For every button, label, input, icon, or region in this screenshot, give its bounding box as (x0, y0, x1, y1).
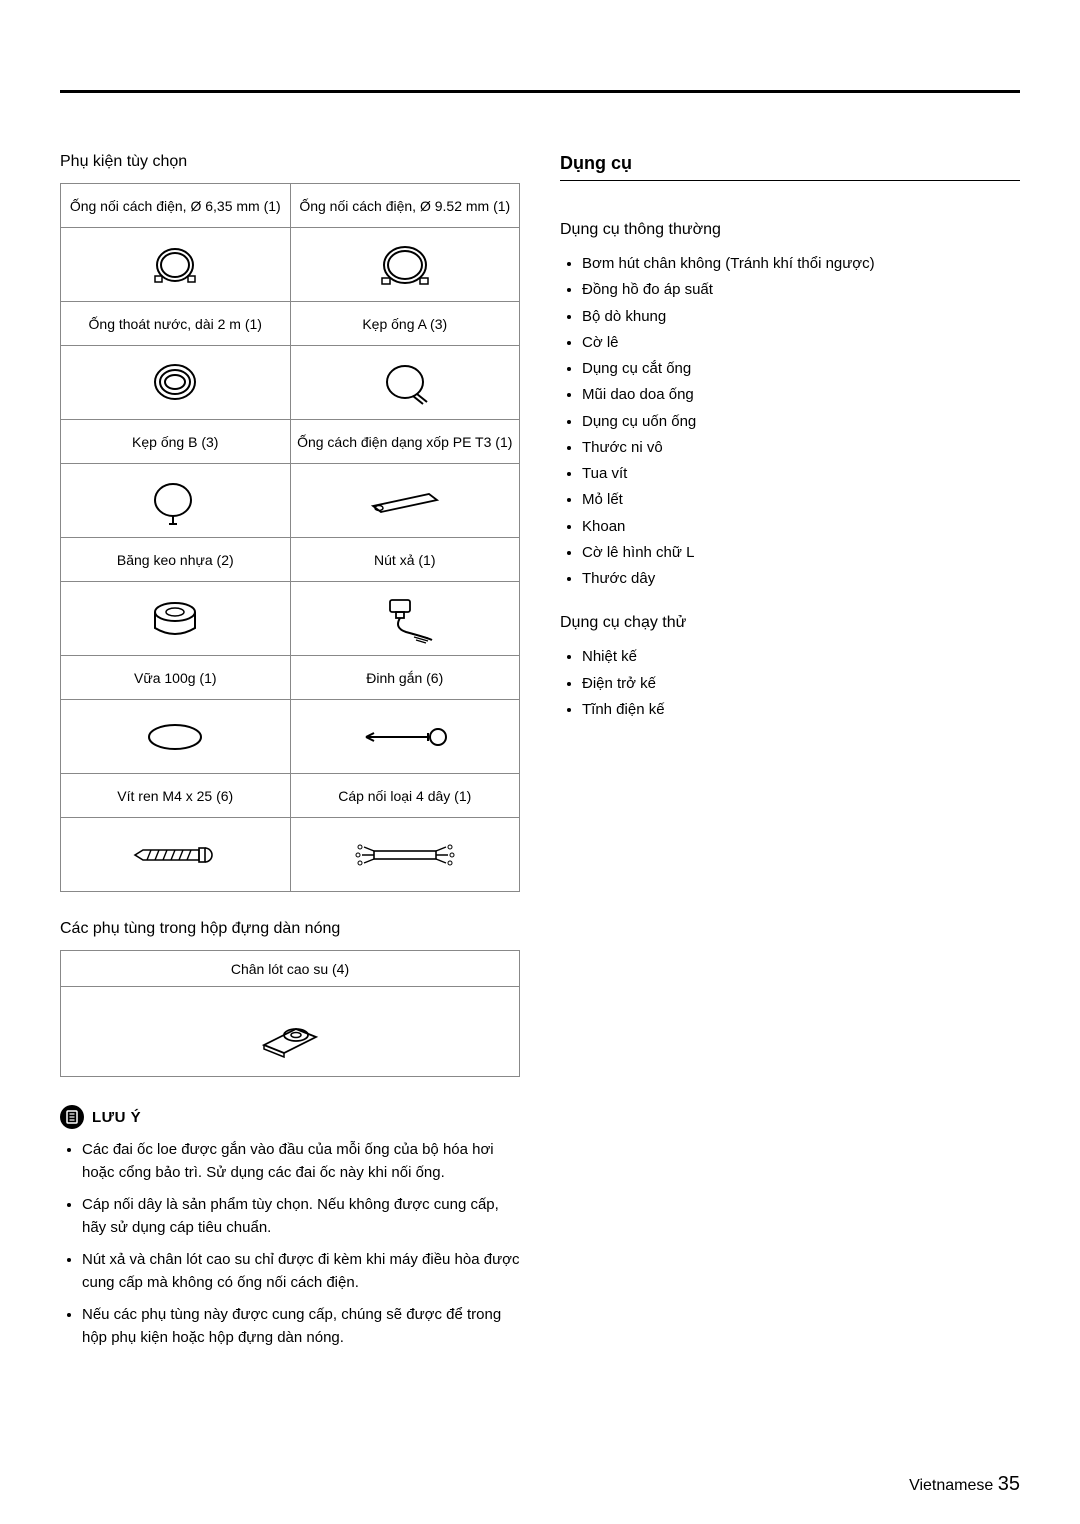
tool-item: Tĩnh điện kế (582, 697, 1020, 723)
tool-item: Mũi dao doa ống (582, 382, 1020, 408)
outdoor-box-table: Chân lót cao su (4) (60, 950, 520, 1077)
tool-item: Điện trở kế (582, 671, 1020, 697)
acc-label: Ống nối cách điện, Ø 6,35 mm (1) (61, 184, 291, 228)
left-column: Phụ kiện tùy chọn Ống nối cách điện, Ø 6… (60, 153, 520, 1359)
note-item: Cáp nối dây là sản phẩm tùy chọn. Nếu kh… (82, 1194, 520, 1239)
outdoor-box-title: Các phụ tùng trong hộp đựng dàn nóng (60, 920, 520, 938)
acc-img-coil-small (61, 228, 291, 302)
general-tools-title: Dụng cụ thông thường (560, 221, 1020, 239)
optional-accessories-title: Phụ kiện tùy chọn (60, 153, 520, 171)
acc-label: Vít ren M4 x 25 (6) (61, 774, 291, 818)
tools-rule (560, 180, 1020, 181)
note-item: Các đai ốc loe được gắn vào đầu của mỗi … (82, 1139, 520, 1184)
note-item: Nút xả và chân lót cao su chỉ được đi kè… (82, 1249, 520, 1294)
tool-item: Nhiệt kế (582, 644, 1020, 670)
note-item: Nếu các phụ tùng này được cung cấp, chún… (82, 1304, 520, 1349)
right-column: Dụng cụ Dụng cụ thông thường Bơm hút châ… (560, 153, 1020, 1359)
acc-img-drain-hose (61, 346, 291, 420)
tool-item: Thước ni vô (582, 435, 1020, 461)
outdoor-item-img-rubber-foot (61, 987, 520, 1077)
note-title: LƯU Ý (92, 1109, 141, 1126)
acc-label: Vữa 100g (1) (61, 656, 291, 700)
test-tools-title: Dụng cụ chạy thử (560, 614, 1020, 632)
tool-item: Bộ dò khung (582, 304, 1020, 330)
acc-img-tape (61, 582, 291, 656)
note-icon (60, 1105, 84, 1129)
acc-img-drain-plug (290, 582, 520, 656)
page-footer: Vietnamese 35 (909, 1473, 1020, 1496)
test-tools-list: Nhiệt kế Điện trở kế Tĩnh điện kế (560, 644, 1020, 723)
acc-img-nail (290, 700, 520, 774)
note-header: LƯU Ý (60, 1105, 520, 1129)
top-rule (60, 90, 1020, 93)
acc-img-foam-tube (290, 464, 520, 538)
acc-label: Ống nối cách điện, Ø 9.52 mm (1) (290, 184, 520, 228)
acc-label: Ống thoát nước, dài 2 m (1) (61, 302, 291, 346)
main-columns: Phụ kiện tùy chọn Ống nối cách điện, Ø 6… (60, 153, 1020, 1359)
acc-label: Cáp nối loại 4 dây (1) (290, 774, 520, 818)
acc-label: Băng keo nhựa (2) (61, 538, 291, 582)
note-list: Các đai ốc loe được gắn vào đầu của mỗi … (60, 1139, 520, 1349)
acc-label: Đinh gắn (6) (290, 656, 520, 700)
footer-page: 35 (998, 1473, 1020, 1495)
general-tools-list: Bơm hút chân không (Tránh khí thổi ngược… (560, 251, 1020, 592)
acc-img-putty (61, 700, 291, 774)
acc-label: Ống cách điện dạng xốp PE T3 (1) (290, 420, 520, 464)
tool-item: Cờ lê hình chữ L (582, 540, 1020, 566)
acc-label: Nút xả (1) (290, 538, 520, 582)
tool-item: Bơm hút chân không (Tránh khí thổi ngược… (582, 251, 1020, 277)
tool-item: Cờ lê (582, 330, 1020, 356)
tools-title: Dụng cụ (560, 153, 1020, 174)
acc-img-4core-cable (290, 818, 520, 892)
acc-img-clamp-b (61, 464, 291, 538)
acc-img-coil-large (290, 228, 520, 302)
outdoor-item-label: Chân lót cao su (4) (61, 951, 520, 987)
accessories-table: Ống nối cách điện, Ø 6,35 mm (1) Ống nối… (60, 183, 520, 892)
acc-img-screw (61, 818, 291, 892)
tool-item: Tua vít (582, 461, 1020, 487)
acc-img-clamp-a (290, 346, 520, 420)
acc-label: Kẹp ống B (3) (61, 420, 291, 464)
tool-item: Mỏ lết (582, 487, 1020, 513)
tool-item: Dụng cụ uốn ống (582, 409, 1020, 435)
acc-label: Kẹp ống A (3) (290, 302, 520, 346)
footer-lang: Vietnamese (909, 1477, 993, 1494)
tool-item: Thước dây (582, 566, 1020, 592)
tool-item: Khoan (582, 514, 1020, 540)
tool-item: Dụng cụ cắt ống (582, 356, 1020, 382)
tool-item: Đồng hồ đo áp suất (582, 277, 1020, 303)
